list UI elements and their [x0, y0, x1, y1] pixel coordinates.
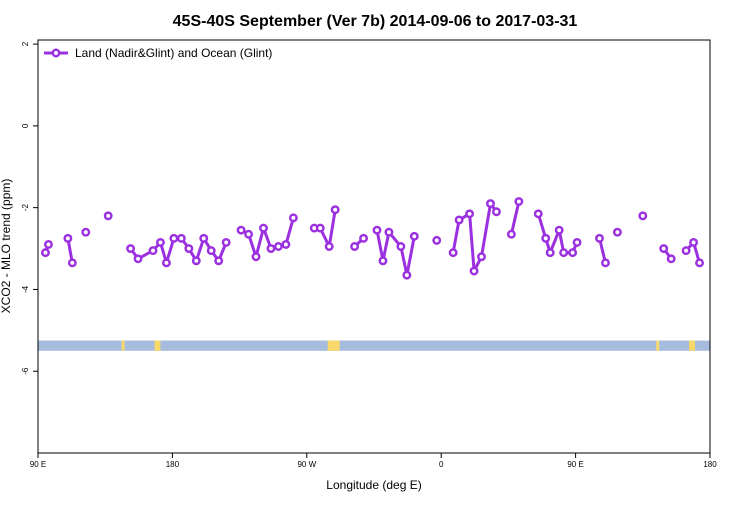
data-point	[378, 256, 388, 266]
data-point	[384, 227, 394, 237]
data-point	[251, 252, 261, 262]
data-point	[315, 223, 325, 233]
y-axis-label: XCO2 - MLO trend (ppm)	[0, 179, 13, 314]
data-point	[568, 248, 578, 258]
x-tick-label: 90 E	[30, 460, 46, 469]
series-line	[375, 229, 416, 277]
data-point	[103, 211, 113, 221]
data-point	[81, 227, 91, 237]
land-patch	[689, 340, 696, 351]
y-tick-label: -4	[21, 285, 30, 293]
x-axis: 90 E 180 90 W 0 90 E 180	[30, 453, 717, 469]
data-point	[638, 211, 648, 221]
data-point	[402, 270, 412, 280]
data-point	[199, 233, 209, 243]
data-point	[288, 213, 298, 223]
y-tick-label: -6	[21, 367, 30, 375]
data-point	[324, 242, 334, 251]
data-point	[244, 229, 254, 239]
data-point	[514, 197, 524, 206]
data-point	[169, 233, 179, 243]
legend: Land (Nadir&Glint) and Ocean (Glint)	[44, 46, 272, 60]
data-point	[372, 225, 382, 235]
data-point	[432, 235, 442, 245]
data-point	[612, 227, 622, 237]
y-axis: 2 0 -2 -4 -6	[21, 41, 38, 375]
data-point	[666, 254, 676, 264]
data-point	[689, 237, 699, 247]
data-point	[63, 233, 73, 243]
data-point	[559, 248, 569, 258]
data-point	[695, 258, 704, 268]
data-point	[133, 254, 143, 264]
data-point	[273, 242, 283, 251]
x-axis-label: Longitude (deg E)	[326, 478, 421, 492]
data-point	[156, 237, 165, 247]
data-point	[281, 240, 291, 249]
data-point	[477, 252, 486, 262]
chart-title: 45S-40S September (Ver 7b) 2014-09-06 to…	[173, 13, 578, 30]
data-point	[67, 258, 77, 268]
land-patch	[327, 340, 340, 351]
data-point	[41, 248, 50, 258]
data-point	[236, 225, 246, 235]
data-point	[554, 225, 564, 235]
data-point	[506, 229, 516, 239]
data-point	[214, 256, 224, 266]
data-point	[601, 258, 610, 268]
y-tick-label: 2	[21, 41, 30, 46]
x-tick-label: 180	[166, 460, 180, 469]
data-point	[221, 237, 231, 247]
land-patch	[121, 340, 125, 351]
series-layer	[41, 197, 704, 280]
data-point	[184, 244, 194, 253]
data-point	[44, 240, 53, 249]
data-point	[572, 237, 582, 247]
land-patch	[154, 340, 161, 351]
data-point	[533, 209, 543, 219]
data-point	[350, 242, 360, 251]
land-ocean-band	[38, 340, 710, 351]
data-point	[545, 248, 555, 258]
data-point	[266, 244, 276, 253]
data-point	[409, 231, 419, 241]
series-line	[451, 202, 498, 273]
data-point	[148, 246, 158, 256]
x-tick-label: 90 W	[297, 460, 316, 469]
ocean-band	[38, 340, 710, 351]
data-point	[454, 215, 464, 225]
data-point	[206, 246, 216, 256]
data-point	[492, 207, 501, 217]
y-tick-label: 0	[21, 123, 30, 128]
legend-label: Land (Nadir&Glint) and Ocean (Glint)	[75, 46, 272, 60]
data-point	[541, 233, 551, 243]
data-point	[681, 246, 691, 256]
data-point	[465, 209, 475, 219]
series-line	[509, 201, 521, 235]
data-point	[486, 199, 495, 209]
data-point	[448, 248, 458, 258]
data-point	[191, 256, 201, 266]
data-point	[659, 244, 669, 253]
x-tick-label: 0	[439, 460, 444, 469]
data-point	[176, 233, 186, 243]
data-point	[396, 242, 406, 251]
data-point	[330, 205, 340, 215]
y-tick-label: -2	[21, 204, 30, 212]
x-tick-label: 90 E	[567, 460, 583, 469]
x-tick-label: 180	[703, 460, 717, 469]
data-point	[359, 233, 368, 243]
data-point	[126, 244, 136, 253]
plot-frame	[37, 39, 711, 454]
data-point	[469, 266, 479, 276]
data-point	[161, 258, 171, 268]
legend-marker	[51, 48, 61, 58]
data-point	[595, 233, 604, 243]
data-point	[259, 223, 268, 233]
land-patch	[656, 340, 660, 351]
